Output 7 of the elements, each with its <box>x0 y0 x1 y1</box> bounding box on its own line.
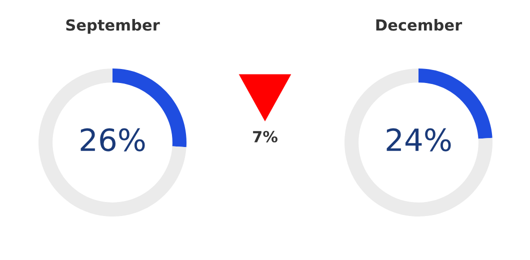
chart-title: December <box>376 18 462 31</box>
donut-slice <box>38 68 186 216</box>
donut-slice <box>344 68 492 216</box>
chart-title: September <box>66 18 160 34</box>
text: 26% <box>80 128 145 152</box>
text: 24% <box>386 128 451 152</box>
text: 7% <box>253 130 278 142</box>
